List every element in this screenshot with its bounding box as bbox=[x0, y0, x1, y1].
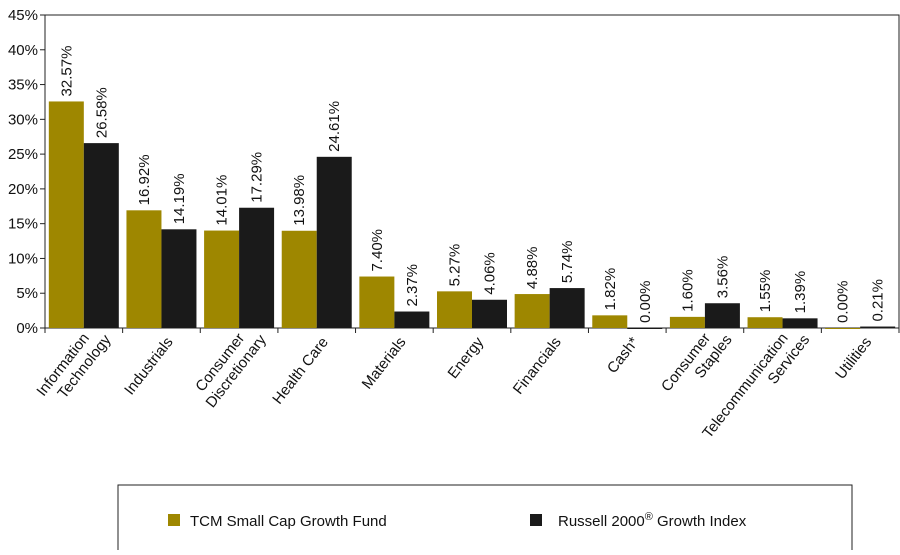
x-tick-label: ConsumerStaples bbox=[658, 321, 736, 407]
value-label: 1.39% bbox=[792, 271, 809, 314]
y-tick-label: 30% bbox=[8, 111, 38, 128]
bar bbox=[359, 276, 395, 328]
legend-box bbox=[117, 484, 853, 555]
bar bbox=[592, 315, 628, 328]
y-tick-label: 45% bbox=[8, 7, 38, 24]
x-tick-label-line: Energy bbox=[444, 334, 487, 382]
x-tick-label: Industrials bbox=[121, 334, 176, 398]
y-tick-label: 20% bbox=[8, 181, 38, 198]
x-tick-label-line: Industrials bbox=[121, 334, 176, 398]
value-label: 1.82% bbox=[602, 268, 619, 311]
bar bbox=[239, 207, 275, 328]
x-tick-label-line: Cash* bbox=[604, 334, 643, 377]
x-tick-label-line: Utilities bbox=[832, 334, 875, 383]
bar bbox=[704, 303, 740, 328]
y-tick-label: 35% bbox=[8, 77, 38, 94]
legend-superscript: ® bbox=[645, 511, 653, 523]
bar bbox=[316, 156, 352, 328]
x-tick-label-line: Financials bbox=[510, 334, 565, 398]
bar bbox=[437, 291, 472, 328]
bar bbox=[472, 299, 507, 328]
y-tick-label: 0% bbox=[16, 320, 38, 337]
legend-label: TCM Small Cap Growth Fund bbox=[190, 513, 387, 530]
value-label: 0.00% bbox=[835, 280, 852, 323]
bar bbox=[549, 288, 585, 328]
legend-label: Russell 2000® Growth Index bbox=[558, 511, 747, 530]
value-label: 5.27% bbox=[447, 244, 464, 287]
legend-text: Russell 2000 bbox=[558, 513, 645, 530]
y-tick-label: 40% bbox=[8, 42, 38, 59]
value-label: 0.00% bbox=[637, 280, 654, 323]
x-tick-label: Financials bbox=[510, 334, 565, 398]
bar bbox=[281, 230, 317, 328]
value-label: 3.56% bbox=[714, 256, 731, 299]
bar bbox=[860, 326, 896, 328]
y-tick-label: 15% bbox=[8, 216, 38, 233]
value-label: 14.19% bbox=[171, 173, 188, 224]
x-tick-label: Health Care bbox=[269, 334, 332, 408]
x-tick-label: Cash* bbox=[604, 334, 643, 377]
legend-text: TCM Small Cap Growth Fund bbox=[190, 513, 387, 530]
legend-text: Growth Index bbox=[653, 513, 747, 530]
value-label: 26.58% bbox=[93, 87, 110, 138]
x-tick-label-line: Materials bbox=[359, 334, 410, 392]
bar bbox=[825, 328, 861, 329]
bar bbox=[747, 317, 783, 328]
value-label: 4.06% bbox=[482, 252, 499, 295]
value-label: 16.92% bbox=[136, 154, 153, 205]
value-label: 4.88% bbox=[524, 247, 541, 290]
value-label: 0.21% bbox=[870, 279, 887, 322]
value-label: 5.74% bbox=[559, 241, 576, 284]
bar bbox=[669, 316, 705, 328]
value-label: 1.60% bbox=[679, 269, 696, 312]
value-label: 13.98% bbox=[291, 175, 308, 226]
value-label: 1.55% bbox=[757, 270, 774, 313]
x-tick-label: ConsumerDiscretionary bbox=[188, 320, 270, 411]
x-tick-label: Energy bbox=[444, 334, 487, 382]
bar bbox=[514, 294, 550, 328]
value-label: 2.37% bbox=[404, 264, 421, 307]
x-tick-label: InformationTechnology bbox=[33, 320, 114, 411]
x-tick-label: Materials bbox=[359, 334, 410, 392]
bar bbox=[627, 328, 663, 329]
value-label: 24.61% bbox=[326, 101, 343, 152]
legend-swatch bbox=[168, 514, 180, 526]
bar bbox=[48, 101, 84, 329]
bar bbox=[126, 210, 162, 328]
legend-swatch bbox=[530, 514, 542, 526]
y-tick-label: 5% bbox=[16, 285, 38, 302]
bar bbox=[161, 229, 197, 328]
y-tick-label: 10% bbox=[8, 250, 38, 267]
x-tick-label: Utilities bbox=[832, 334, 875, 383]
value-label: 32.57% bbox=[58, 46, 75, 97]
bar bbox=[83, 143, 119, 328]
bar bbox=[394, 311, 430, 328]
value-label: 7.40% bbox=[369, 229, 386, 272]
value-label: 17.29% bbox=[249, 152, 266, 203]
x-tick-label-line: Health Care bbox=[269, 334, 332, 408]
value-label: 14.01% bbox=[214, 175, 231, 226]
bar bbox=[782, 318, 818, 328]
y-tick-label: 25% bbox=[8, 146, 38, 163]
bar bbox=[204, 230, 240, 328]
